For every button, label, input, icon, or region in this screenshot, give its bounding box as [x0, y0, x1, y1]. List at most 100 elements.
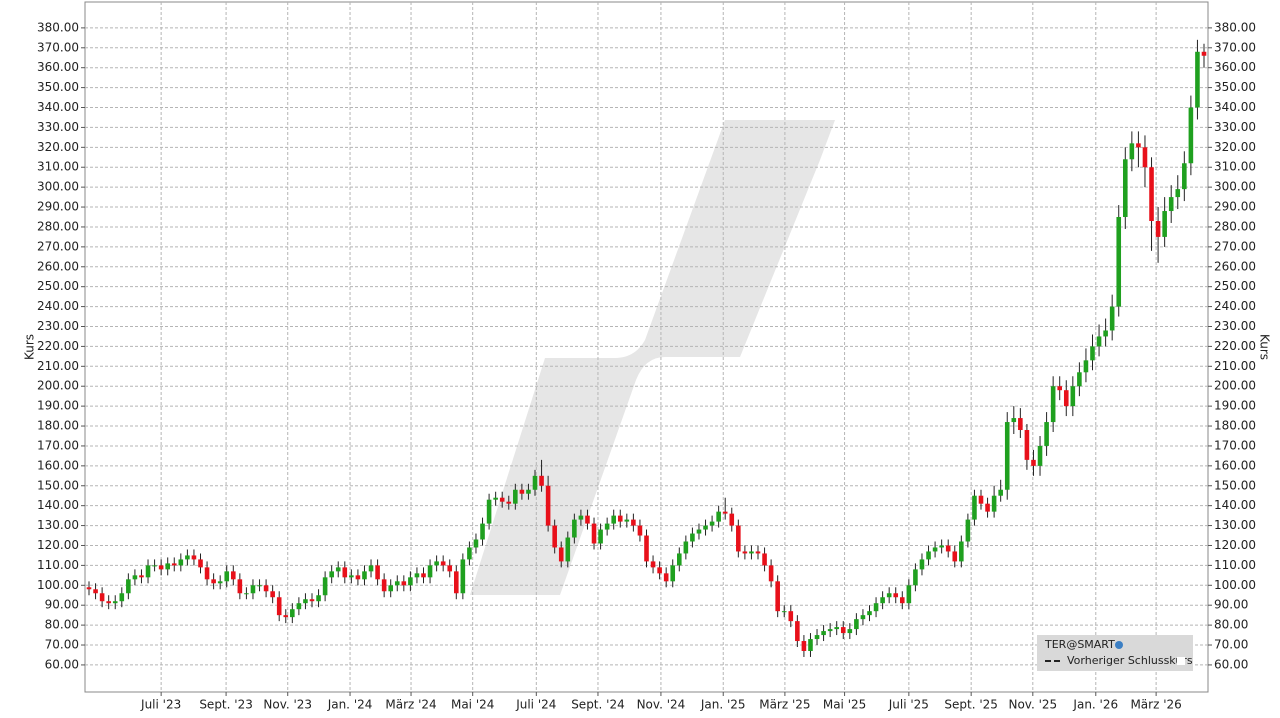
candle-body	[270, 591, 275, 598]
candle-body	[1129, 143, 1135, 160]
candle-body	[257, 585, 262, 587]
y2-tick-label: 300.00	[1214, 180, 1256, 194]
x-tick-label: Sept. '24	[571, 698, 625, 712]
candle-body	[342, 567, 348, 578]
candle-body	[932, 547, 938, 552]
candle-body	[237, 579, 243, 594]
candle-body	[840, 627, 846, 634]
candle-body	[106, 601, 111, 604]
candle-body	[722, 511, 728, 514]
candle-body	[440, 561, 446, 566]
candle-body	[1063, 390, 1069, 407]
y2-tick-label: 360.00	[1214, 60, 1256, 74]
candle-body	[1011, 418, 1017, 423]
candle-body	[565, 537, 571, 562]
legend-checkbox[interactable]	[1177, 657, 1185, 665]
x-tick-label: März '24	[385, 698, 436, 712]
y2-tick-label: 60.00	[1214, 657, 1248, 671]
candle-body	[880, 597, 885, 604]
candle-body	[506, 501, 512, 504]
candle-body	[139, 575, 144, 578]
candle-body	[1162, 211, 1167, 237]
candle-body	[263, 585, 269, 592]
candle-body	[355, 575, 361, 580]
watermark	[470, 120, 835, 595]
candle-body	[126, 579, 131, 594]
x-tick-label: Mai '25	[823, 698, 866, 712]
y2-tick-label: 130.00	[1214, 518, 1256, 532]
candle-body	[768, 565, 774, 582]
candle-body	[552, 525, 557, 548]
candle-body	[1122, 159, 1128, 218]
candle-body	[834, 627, 840, 630]
candle-body	[1018, 418, 1023, 431]
y-tick-label: 150.00	[37, 478, 79, 492]
y2-tick-label: 270.00	[1214, 239, 1256, 253]
y2-axis-label: Kurs	[1258, 334, 1272, 360]
candle-body	[335, 567, 341, 572]
candle-body	[906, 585, 912, 604]
candle-body	[224, 571, 230, 582]
y2-tick-label: 330.00	[1214, 120, 1256, 134]
candle-body	[276, 597, 282, 616]
y-tick-label: 170.00	[37, 438, 79, 452]
candle-body	[690, 533, 695, 542]
y-tick-label: 230.00	[37, 319, 79, 333]
candle-body	[1201, 51, 1207, 56]
candle-body	[670, 565, 676, 582]
candle-body	[952, 551, 958, 562]
candle-body	[729, 513, 735, 526]
y2-tick-label: 110.00	[1214, 558, 1256, 572]
candle-body	[119, 593, 125, 602]
y2-tick-label: 380.00	[1214, 20, 1256, 34]
y2-tick-label: 230.00	[1214, 319, 1256, 333]
candle-body	[1057, 386, 1063, 391]
legend-box	[1037, 635, 1193, 671]
candle-body	[244, 593, 249, 595]
candle-body	[1188, 107, 1194, 164]
candle-body	[558, 547, 564, 562]
candle-body	[1103, 330, 1108, 337]
candle-body	[1116, 217, 1122, 307]
legend-entry: Vorheriger Schlusskurs	[1067, 654, 1193, 667]
candle-body	[499, 497, 505, 502]
candle-body	[1109, 306, 1115, 331]
candle-body	[171, 563, 177, 566]
x-tick-label: Jan. '25	[700, 698, 746, 712]
y2-tick-label: 260.00	[1214, 259, 1256, 273]
candle-body	[388, 585, 394, 592]
candle-body	[178, 559, 184, 566]
candle-body	[453, 571, 459, 594]
x-tick-label: Nov. '24	[637, 698, 686, 712]
y-tick-label: 310.00	[37, 160, 79, 174]
candle-body	[427, 565, 433, 578]
candle-body	[598, 529, 603, 544]
candle-body	[867, 611, 872, 616]
candle-body	[349, 575, 354, 578]
candle-body	[434, 561, 439, 566]
candle-body	[1050, 386, 1056, 423]
candle-body	[631, 519, 636, 526]
y-tick-label: 330.00	[37, 120, 79, 134]
candle-body	[775, 581, 780, 612]
y-tick-label: 210.00	[37, 359, 79, 373]
y2-tick-label: 280.00	[1214, 219, 1256, 233]
y-tick-label: 370.00	[37, 40, 79, 54]
y-tick-label: 190.00	[37, 399, 79, 413]
x-tick-label: Jan. '26	[1072, 698, 1118, 712]
y-tick-label: 180.00	[37, 419, 79, 433]
y-tick-label: 100.00	[37, 578, 79, 592]
y2-tick-label: 80.00	[1214, 618, 1248, 632]
candle-body	[185, 555, 190, 560]
candle-body	[99, 593, 105, 602]
y-tick-label: 280.00	[37, 219, 79, 233]
candle-body	[145, 565, 151, 578]
candle-body	[204, 567, 210, 580]
candle-body	[939, 545, 944, 548]
candle-body	[827, 629, 833, 632]
y-tick-label: 250.00	[37, 279, 79, 293]
candle-body	[1142, 147, 1148, 168]
candle-body	[493, 497, 498, 500]
candle-body	[683, 541, 689, 554]
